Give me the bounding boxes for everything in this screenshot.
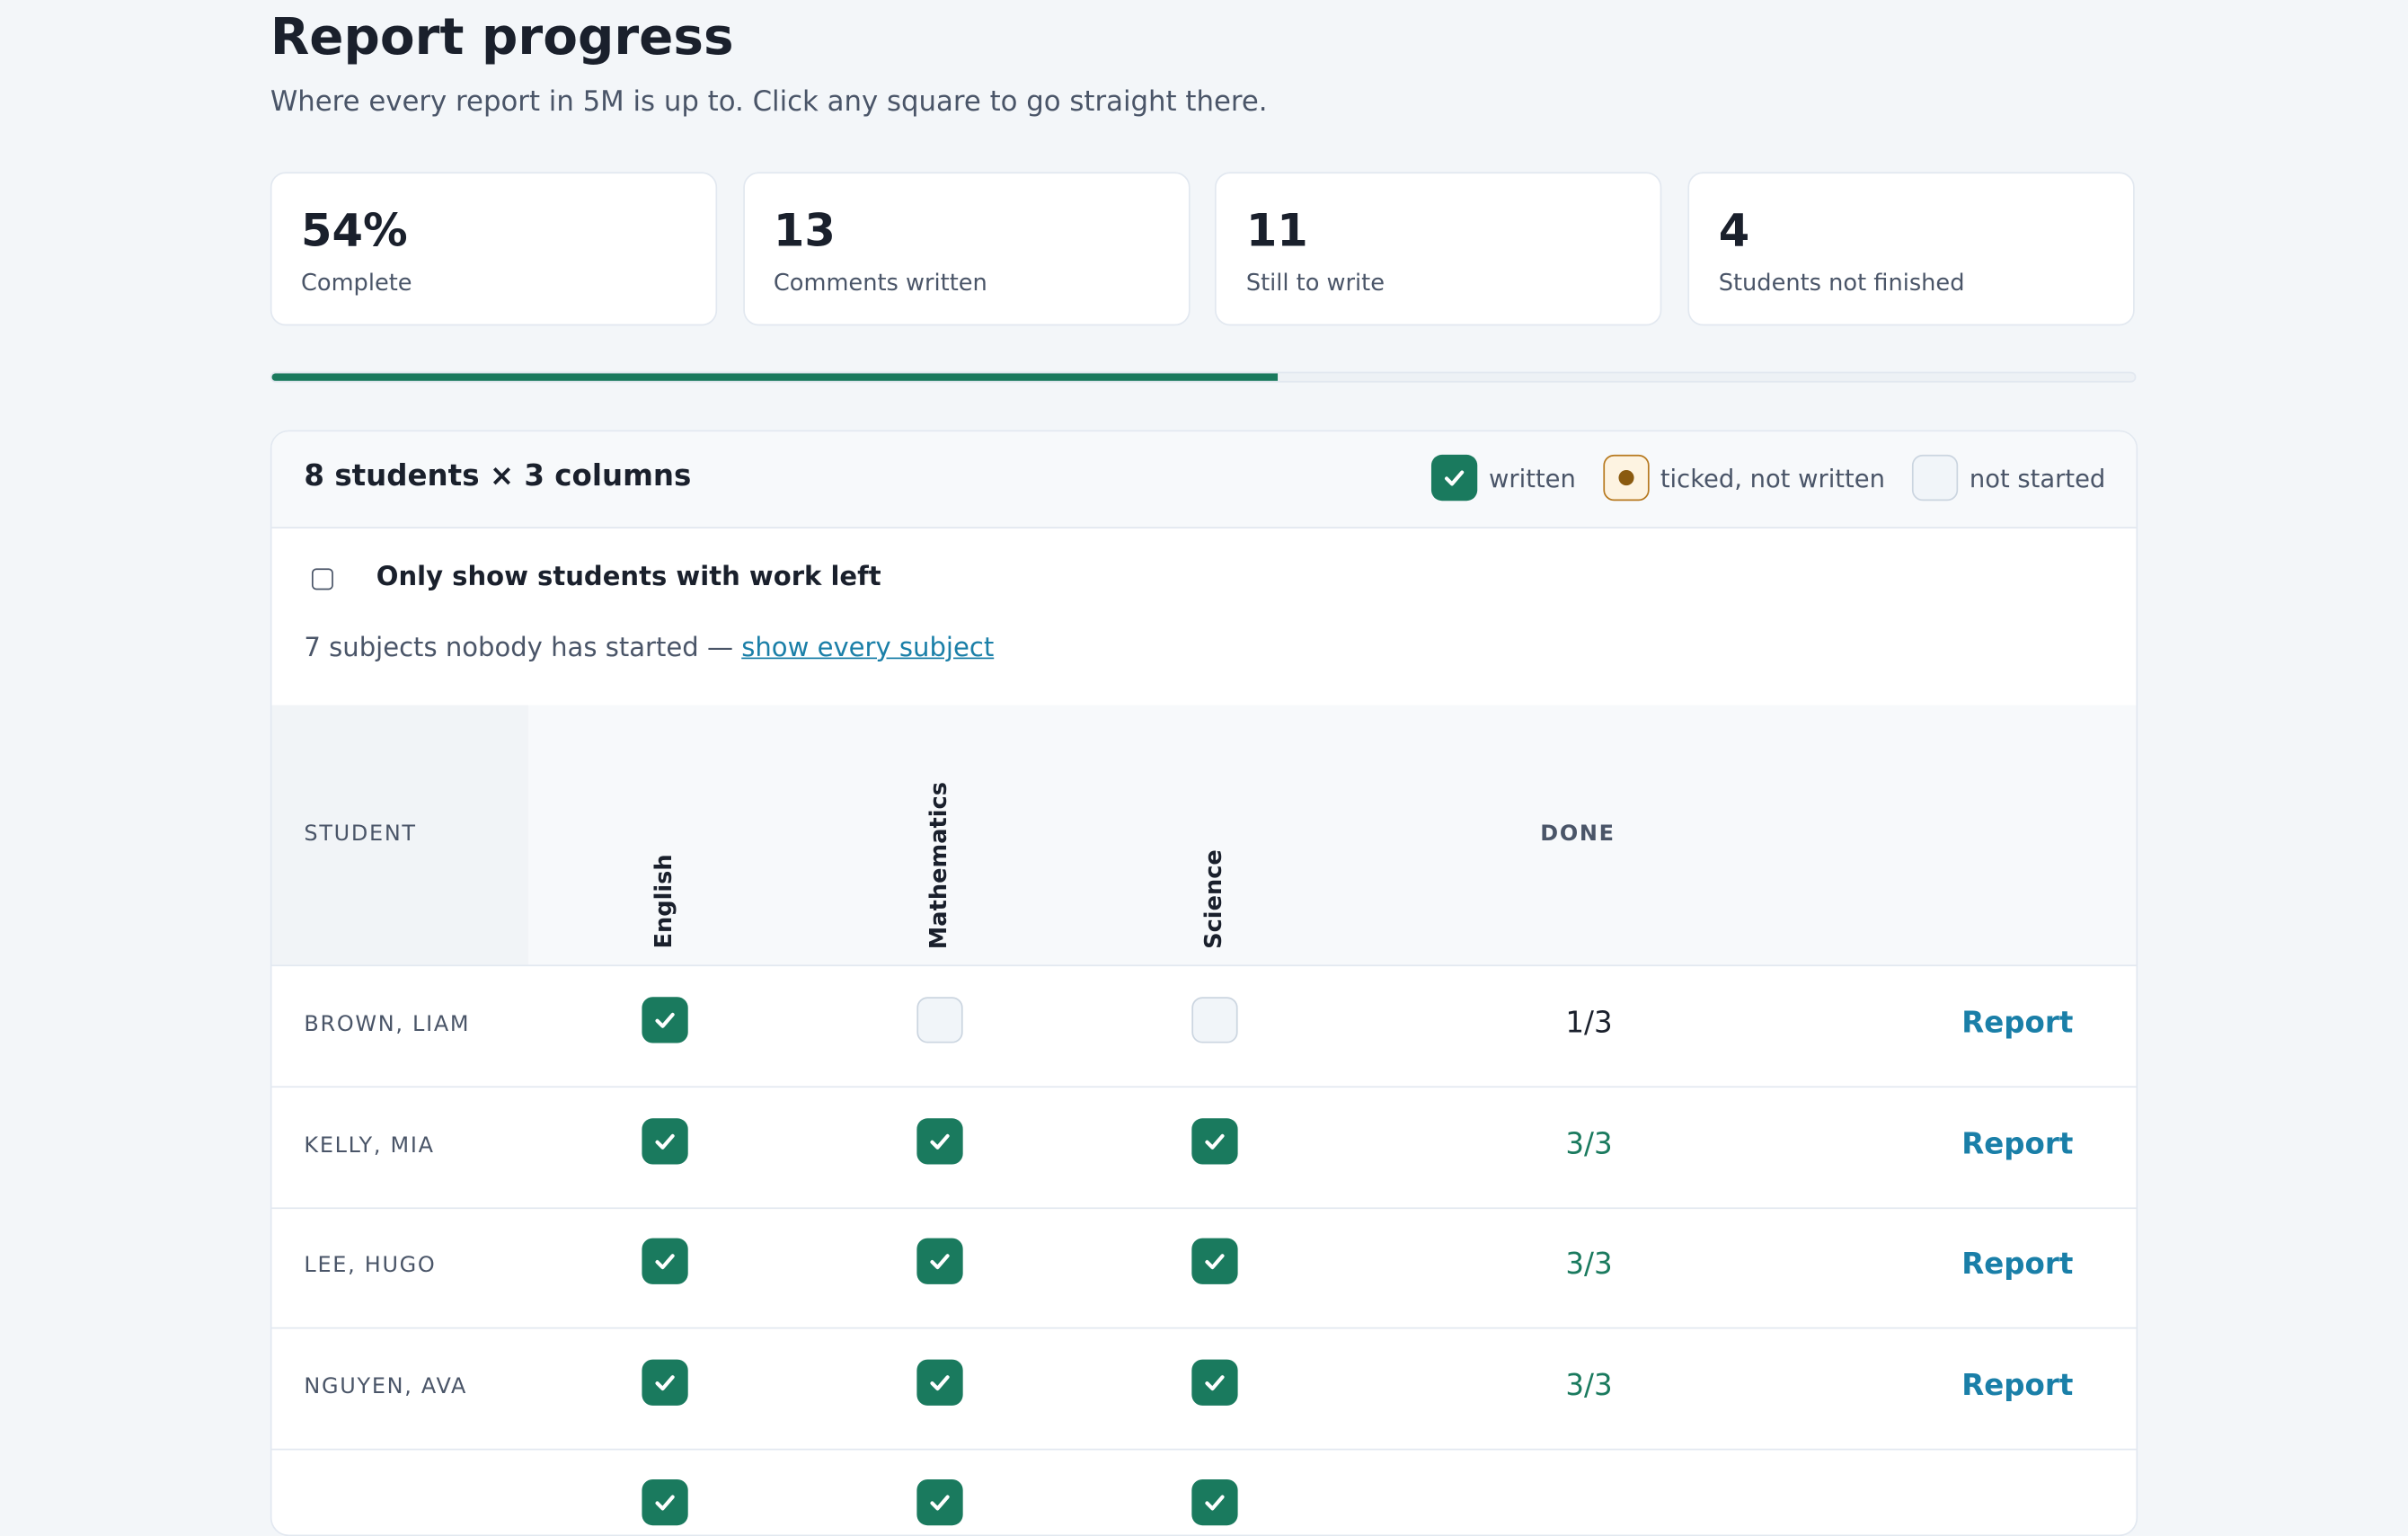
legend-item: ticked, not written <box>1603 454 1885 502</box>
filter-checkbox[interactable] <box>311 568 333 590</box>
stat-card: 11 Still to write <box>1215 172 1663 326</box>
student-row: BROWN, LIAM 1/3 Report <box>271 966 2137 1088</box>
report-link[interactable]: Report <box>1961 1247 2074 1282</box>
student-row: LEE, HUGO 3/3 Report <box>271 1208 2137 1329</box>
report-link[interactable]: Report <box>1961 1368 2074 1403</box>
status-square[interactable] <box>642 1238 688 1285</box>
check-icon <box>655 1374 675 1390</box>
status-square[interactable] <box>916 1117 963 1164</box>
stat-value: 54% <box>300 204 408 257</box>
status-square[interactable] <box>642 1117 688 1164</box>
stat-value: 4 <box>1718 204 1750 257</box>
progress-panel: 8 students × 3 columns written ticked, no… <box>270 430 2138 1536</box>
stat-label: Comments written <box>773 269 987 297</box>
stat-value: 11 <box>1245 204 1308 257</box>
done-header: DONE <box>1540 821 1616 847</box>
student-row: NGUYEN, AVA 3/3 Report <box>271 1328 2137 1451</box>
student-name: LEE, HUGO <box>304 1254 437 1279</box>
status-square[interactable] <box>916 1479 963 1526</box>
filter-label[interactable]: Only show students with work left <box>376 562 881 593</box>
status-square[interactable] <box>916 1359 963 1406</box>
hidden-subjects-note: 7 subjects nobody has started — show eve… <box>304 633 994 663</box>
report-link[interactable]: Report <box>1961 1006 2074 1041</box>
stat-card: 54% Complete <box>270 172 718 326</box>
student-name: NGUYEN, AVA <box>304 1374 468 1399</box>
stat-label: Students not finished <box>1718 269 1965 297</box>
check-icon <box>930 1254 950 1270</box>
legend-swatch <box>1431 454 1479 502</box>
student-row <box>272 1449 2137 1534</box>
page: {"header": {"title": "Report progress", … <box>0 0 2408 1492</box>
legend-item: written <box>1431 454 1576 502</box>
check-icon <box>655 1496 675 1512</box>
legend-swatch <box>1603 454 1650 502</box>
student-row: KELLY, MIA 3/3 Report <box>271 1087 2137 1209</box>
status-square[interactable] <box>1191 1359 1238 1406</box>
legend-item: not started <box>1912 454 2106 502</box>
stat-value: 13 <box>773 204 836 257</box>
done-count: 3/3 <box>1565 1126 1613 1161</box>
legend-label: not started <box>1969 463 2106 493</box>
note-text: 7 subjects nobody has started — <box>304 633 733 664</box>
student-header: STUDENT <box>304 821 417 847</box>
student-name: KELLY, MIA <box>304 1132 435 1159</box>
panel-title: 8 students × 3 columns <box>304 459 692 493</box>
status-square[interactable] <box>1191 1117 1238 1164</box>
status-square[interactable] <box>642 997 688 1043</box>
done-count: 3/3 <box>1565 1247 1613 1282</box>
check-icon <box>930 1133 950 1150</box>
stat-label: Complete <box>300 269 412 297</box>
status-square[interactable] <box>916 1238 963 1285</box>
check-icon <box>1205 1254 1225 1270</box>
status-square[interactable] <box>1191 997 1238 1043</box>
student-header-cell <box>271 705 528 965</box>
status-square[interactable] <box>642 1479 688 1526</box>
check-icon <box>1205 1496 1225 1512</box>
status-square[interactable] <box>642 1359 688 1406</box>
check-icon <box>655 1133 675 1150</box>
subject-header: Science <box>1199 849 1227 950</box>
check-icon <box>655 1012 675 1028</box>
status-square[interactable] <box>916 997 963 1043</box>
screen: Report progress Where every report in 5M… <box>0 0 2408 1492</box>
stat-label: Still to write <box>1245 269 1385 297</box>
subject-header: English <box>649 855 677 950</box>
report-link[interactable]: Report <box>1961 1126 2074 1161</box>
table-header: STUDENT DONE English Mathematics Science <box>271 705 2137 967</box>
student-name: BROWN, LIAM <box>304 1012 471 1037</box>
check-icon <box>1445 470 1465 486</box>
progress-fill <box>271 373 1279 381</box>
check-icon <box>930 1374 950 1390</box>
status-square[interactable] <box>1191 1238 1238 1285</box>
legend-swatch <box>1912 454 1959 502</box>
done-count: 1/3 <box>1565 1006 1613 1041</box>
legend-label: written <box>1489 463 1576 493</box>
show-all-link[interactable]: show every subject <box>741 633 995 664</box>
legend: written ticked, not written not started <box>1417 454 2106 502</box>
subject-header: Mathematics <box>924 782 952 950</box>
check-icon <box>930 1496 950 1512</box>
panel-header: 8 students × 3 columns written ticked, no… <box>271 431 2137 528</box>
stat-card: 13 Comments written <box>742 172 1191 326</box>
page-title: Report progress <box>270 5 734 67</box>
stat-card: 4 Students not finished <box>1687 172 2135 326</box>
legend-label: ticked, not written <box>1660 463 1885 493</box>
check-icon <box>1205 1133 1225 1150</box>
check-icon <box>1205 1374 1225 1390</box>
progress-bar <box>270 371 2137 383</box>
done-count: 3/3 <box>1565 1368 1613 1403</box>
check-icon <box>655 1254 675 1270</box>
page-subtitle: Where every report in 5M is up to. Click… <box>270 85 1268 119</box>
status-square[interactable] <box>1191 1479 1238 1526</box>
